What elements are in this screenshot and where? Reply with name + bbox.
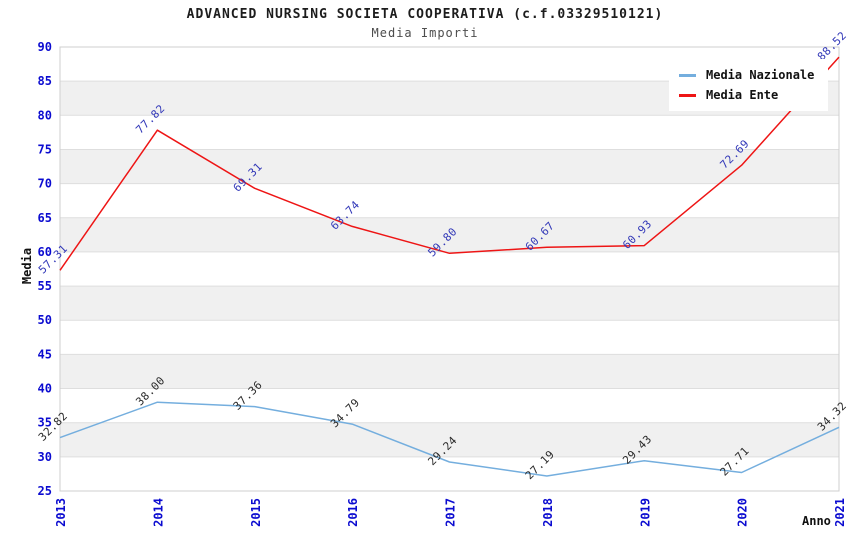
grid-band [60,115,839,150]
y-tick-label: 70 [38,177,52,191]
y-tick-label: 30 [38,450,52,464]
grid-band [60,217,839,252]
y-tick-label: 50 [38,313,52,327]
legend-label-nazionale: Media Nazionale [706,68,815,82]
legend: Media Nazionale Media Ente [669,59,829,111]
x-tick-label: 2015 [249,498,263,527]
y-axis-title: Media [20,247,34,285]
x-tick-label: 2019 [638,498,652,527]
y-tick-label: 65 [38,211,52,225]
x-tick-label: 2017 [444,498,458,527]
grid-band [60,422,839,457]
x-tick-label: 2013 [54,498,68,527]
grid-band [60,354,839,389]
y-tick-label: 60 [38,245,52,259]
grid-band [60,183,839,218]
legend-swatch-nazionale-icon [679,73,696,77]
grid-band [60,149,839,184]
x-tick-label: 2014 [151,498,165,527]
chart-subtitle: Media Importi [371,26,479,40]
grid-band [60,286,839,321]
y-tick-label: 55 [38,279,52,293]
y-tick-label: 85 [38,74,52,88]
grid-band [60,251,839,287]
legend-label-ente: Media Ente [706,88,779,102]
y-tick-label: 40 [38,382,52,396]
y-tick-label: 45 [38,347,52,361]
y-tick-label: 35 [38,416,52,430]
y-tick-label: 80 [38,108,52,122]
x-axis-title: Anno [802,514,831,528]
legend-item-media-ente: Media Ente [679,85,814,105]
legend-item-media-nazionale: Media Nazionale [679,65,814,85]
x-tick-label: 2021 [833,498,847,527]
y-tick-label: 25 [38,484,52,498]
y-tick-label: 90 [38,40,52,54]
grid-band [60,320,839,355]
series-line-media-ente [59,56,840,271]
x-tick-label: 2020 [736,498,750,527]
x-tick-label: 2018 [541,498,555,527]
y-tick-label: 75 [38,142,52,156]
legend-swatch-ente-icon [679,93,696,97]
series-line-media-nazionale [59,401,840,477]
x-tick-label: 2016 [346,498,360,527]
chart-title: ADVANCED NURSING SOCIETA COOPERATIVA (c.… [186,7,664,22]
grid-band [60,388,839,423]
